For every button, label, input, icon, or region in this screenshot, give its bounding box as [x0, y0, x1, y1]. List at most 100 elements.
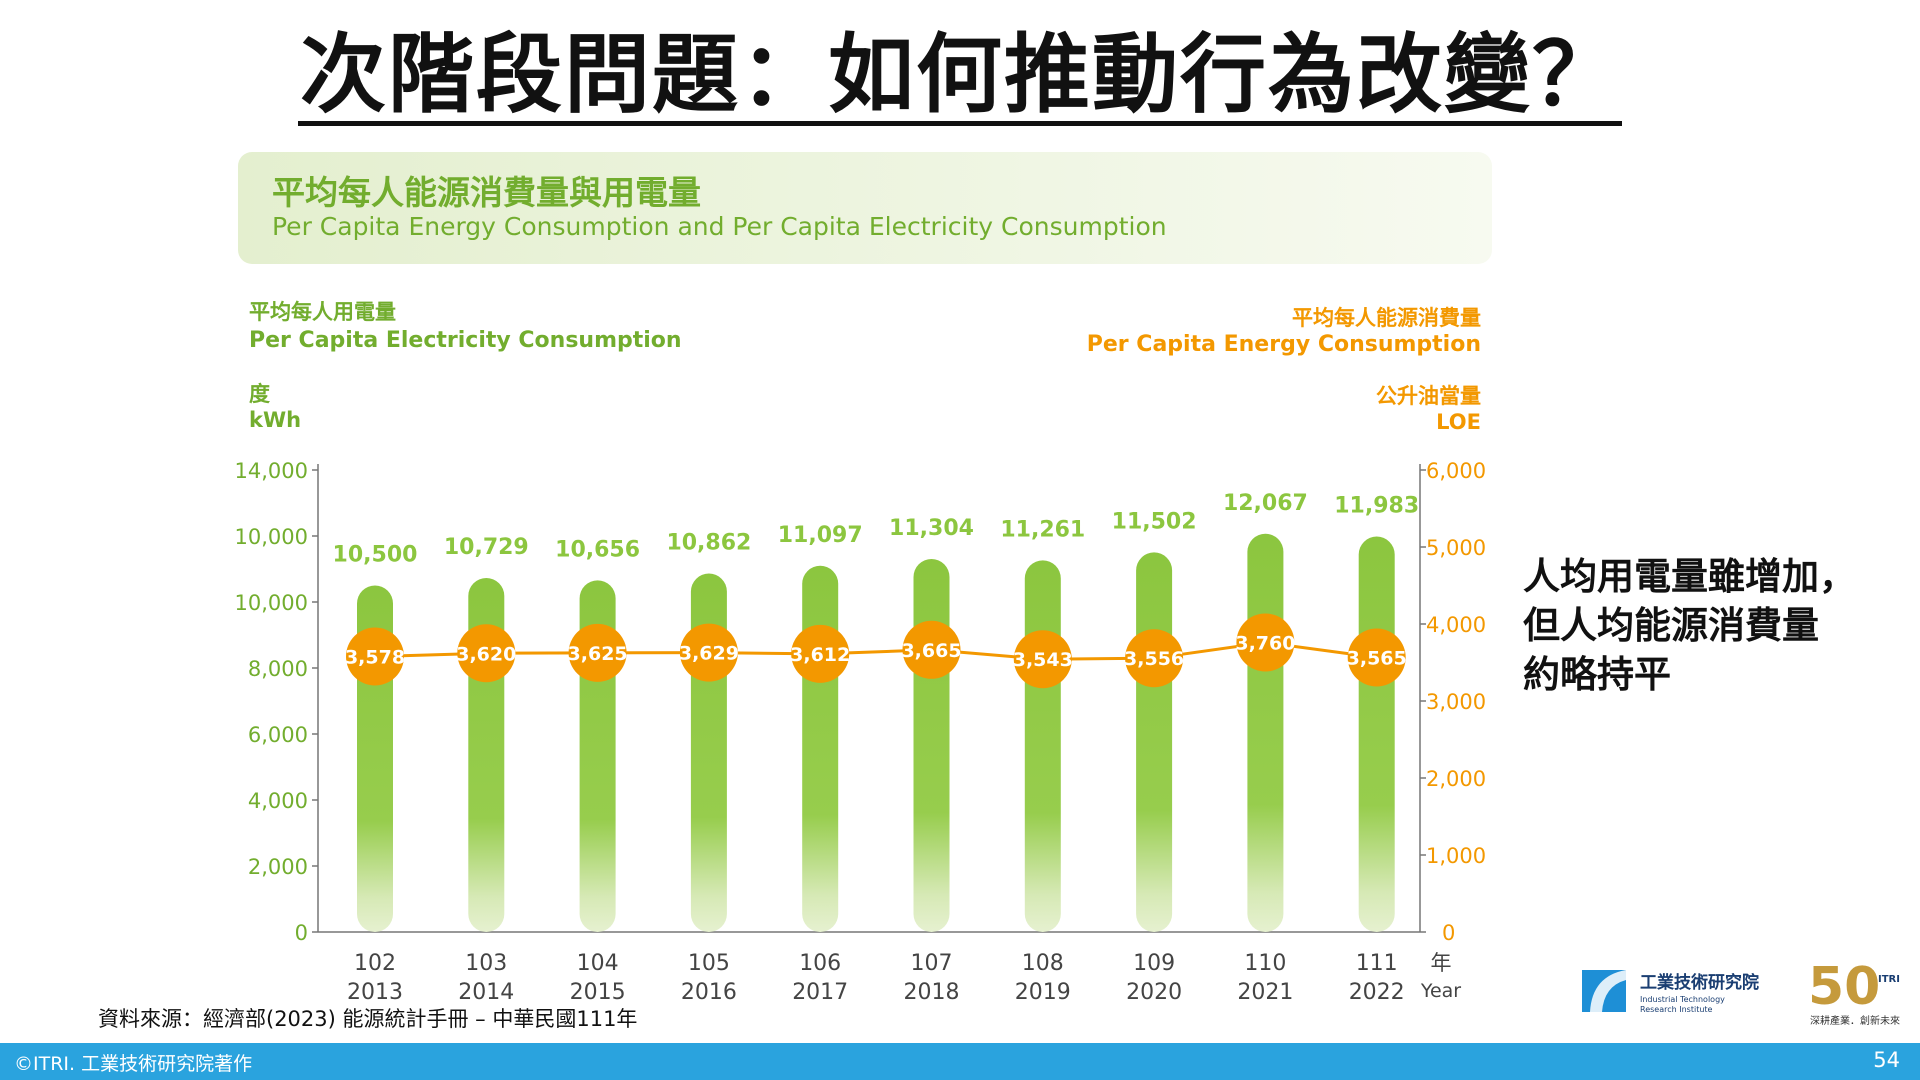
left-axis-unit-en: kWh [249, 408, 302, 432]
x-tick-label-roc: 108 [1022, 951, 1064, 976]
left-tick-label: 10,000 [235, 591, 308, 615]
bar-data-label: 10,500 [333, 543, 418, 568]
title-underline [298, 121, 1622, 126]
right-axis-unit-en: LOE [1436, 410, 1481, 434]
left-axis-title-en: Per Capita Electricity Consumption [249, 328, 682, 353]
combo-chart: 0 2,000 4,000 6,000 8,000 10,000 10,000 14,000 0… [235, 459, 1487, 1005]
right-tick-label: 4,000 [1426, 613, 1486, 637]
logo-name-zh: 工業技術研究院 [1640, 972, 1759, 993]
x-tick-label-roc: 109 [1133, 951, 1175, 976]
energy-point [568, 623, 627, 682]
side-note-line: 約略持平 [1523, 653, 1671, 696]
point-data-label: 3,620 [456, 643, 516, 665]
energy-line [374, 640, 1377, 661]
point-data-label: 3,629 [679, 643, 739, 665]
energy-point [1013, 630, 1072, 689]
bar-data-label: 10,862 [666, 531, 751, 556]
point-data-label: 3,556 [1124, 648, 1184, 670]
x-tick-label-ad: 2019 [1015, 980, 1071, 1005]
x-tick-label-ad: 2018 [904, 980, 960, 1005]
logo-anniv-number: 50 [1808, 957, 1880, 1017]
right-axis-title-zh: 平均每人能源消費量 [1292, 306, 1481, 330]
x-tick-label-roc: 103 [465, 951, 507, 976]
energy-point [679, 623, 738, 682]
chart-title: 平均每人能源消費量與用電量 [272, 173, 701, 212]
x-tick-label-ad: 2015 [570, 980, 626, 1005]
left-tick-label: 6,000 [248, 723, 308, 747]
logo-name-en: Industrial Technology [1640, 995, 1725, 1004]
right-tick-label: 1,000 [1426, 844, 1486, 868]
electricity-bar [913, 558, 950, 932]
left-axis-unit-zh: 度 [249, 382, 270, 406]
chart-title-banner [238, 152, 1492, 264]
slide-title: 次階段問題：如何推動行為改變？ [300, 25, 1620, 125]
x-tick-label-roc: 111 [1356, 951, 1398, 976]
side-note: 人均用電量雖增加， 但人均能源消費量 約略持平 [1523, 552, 1903, 699]
x-tick-label-ad: 2016 [681, 980, 737, 1005]
logo-name-en: Research Institute [1640, 1005, 1713, 1014]
source-note: 資料來源：經濟部(2023) 能源統計手冊 – 中華民國111年 [98, 1007, 638, 1031]
bar-data-label: 10,729 [444, 535, 529, 560]
page-number: 54 [1873, 1048, 1900, 1072]
point-data-label: 3,543 [1013, 649, 1073, 671]
x-axis-unit-zh: 年 [1431, 951, 1452, 975]
right-tick-label: 2,000 [1426, 767, 1486, 791]
bar-data-label: 12,067 [1223, 491, 1308, 516]
logo-anniv-sub: ITRI [1878, 974, 1900, 985]
bar-data-label: 11,304 [889, 516, 974, 541]
x-tick-label-roc: 110 [1244, 951, 1286, 976]
point-data-label: 3,612 [790, 644, 850, 666]
logo-slogan: 深耕產業．創新未來 [1810, 1014, 1900, 1027]
bar-data-label: 10,656 [555, 537, 640, 562]
x-tick-label-ad: 2021 [1237, 980, 1293, 1005]
right-tick-label: 6,000 [1426, 459, 1486, 483]
footer-copyright: ©ITRI. 工業技術研究院著作 [14, 1053, 253, 1075]
point-data-label: 3,565 [1347, 647, 1407, 669]
left-tick-label: 8,000 [248, 657, 308, 681]
right-tick-label: 0 [1442, 921, 1455, 945]
electricity-bar [1358, 536, 1395, 932]
anniversary-50-logo: 50 ITRI 深耕產業．創新未來 [1808, 952, 1904, 1030]
electricity-bar [1247, 533, 1284, 932]
x-tick-label-ad: 2022 [1349, 980, 1405, 1005]
x-tick-label-ad: 2013 [347, 980, 403, 1005]
energy-point [1125, 629, 1184, 688]
x-tick-label-roc: 107 [911, 951, 953, 976]
bar-data-label: 11,261 [1000, 517, 1085, 542]
point-data-label: 3,578 [345, 646, 405, 668]
left-tick-label: 2,000 [248, 855, 308, 879]
right-tick-label: 3,000 [1426, 690, 1486, 714]
x-tick-label-ad: 2014 [458, 980, 514, 1005]
left-tick-label: 14,000 [235, 459, 308, 483]
left-tick-label: 4,000 [248, 789, 308, 813]
side-note-line: 但人均能源消費量 [1523, 604, 1819, 647]
right-axis-title-en: Per Capita Energy Consumption [1086, 332, 1481, 357]
left-tick-label: 0 [295, 921, 308, 945]
point-data-label: 3,760 [1235, 632, 1295, 654]
energy-point [1236, 613, 1295, 672]
footer-bar [0, 1043, 1920, 1080]
left-axis-title-zh: 平均每人用電量 [249, 300, 396, 324]
x-tick-label-roc: 102 [354, 951, 396, 976]
energy-point [1347, 628, 1406, 687]
x-tick-label-ad: 2020 [1126, 980, 1182, 1005]
energy-point [902, 620, 961, 679]
x-axis-unit-en: Year [1420, 980, 1461, 1002]
x-tick-label-roc: 105 [688, 951, 730, 976]
energy-point [346, 627, 404, 686]
bar-data-label: 11,983 [1334, 494, 1419, 519]
electricity-bar [802, 565, 839, 932]
electricity-bar [1136, 552, 1173, 932]
bar-data-label: 11,097 [778, 523, 863, 548]
left-tick-label: 10,000 [235, 525, 308, 549]
chart-subtitle: Per Capita Energy Consumption and Per Ca… [272, 212, 1167, 241]
point-data-label: 3,665 [901, 640, 961, 662]
bar-data-label: 11,502 [1112, 509, 1197, 534]
right-axis-unit-zh: 公升油當量 [1376, 384, 1481, 408]
electricity-bar [1024, 560, 1061, 932]
point-data-label: 3,625 [568, 643, 628, 665]
right-tick-label: 5,000 [1426, 536, 1486, 560]
x-tick-label-roc: 106 [799, 951, 841, 976]
energy-point [457, 624, 516, 683]
itri-logo: 工業技術研究院 Industrial Technology Research I… [1582, 966, 1772, 1016]
